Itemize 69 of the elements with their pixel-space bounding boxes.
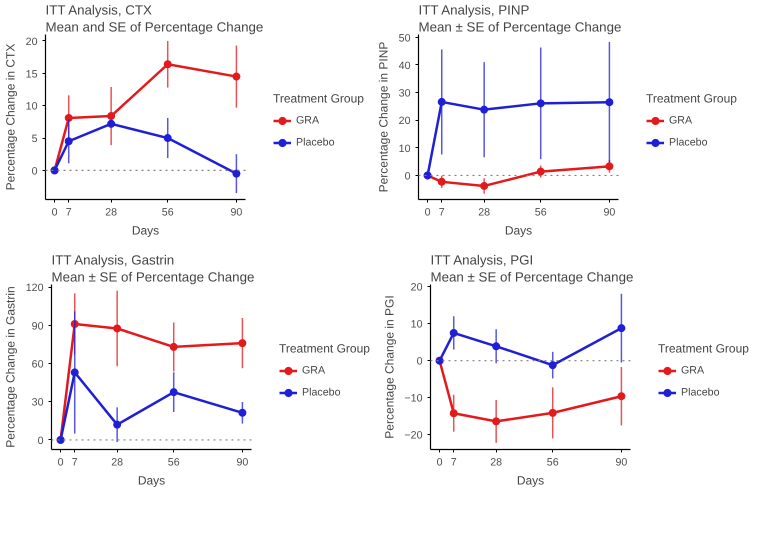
y-tick-label: 10 [410,318,423,331]
y-tick-label: 30 [32,396,44,409]
y-tick-label: 0 [38,434,44,447]
chart-title: ITT Analysis, CTX [46,2,152,18]
x-tick-label: 0 [58,456,64,468]
y-tick-label: 20 [398,115,411,128]
x-tick-label: 56 [168,456,180,468]
y-tick-label: 40 [398,60,411,72]
y-tick-label: 50 [398,32,411,44]
y-tick-label: −10 [404,392,423,405]
legend-label: GRA [302,364,326,376]
x-tick-label: 90 [236,456,248,468]
legend-title: Treatment Group [279,341,370,355]
x-axis-title: Days [516,474,544,488]
x-tick-label: 56 [534,206,547,218]
y-tick-label: 90 [32,320,44,332]
y-axis-title: Percentage Change in Gastrin [4,286,18,448]
chart-subtitle: Mean and SE of Percentage Change [46,20,264,34]
x-tick-label: 28 [105,206,118,218]
y-tick-label: −20 [404,430,423,442]
x-tick-label: 0 [436,456,443,468]
y-tick-label: 20 [26,36,38,48]
x-tick-label: 28 [490,456,502,468]
y-axis-title: Percentage Change in PINP [376,42,391,192]
y-tick-label: 20 [410,282,423,294]
chart-title: ITT Analysis, PINP [418,2,530,18]
x-axis-title: Days [504,224,532,238]
x-tick-label: 28 [478,206,490,218]
y-tick-label: 10 [398,142,411,155]
y-tick-label: 60 [32,358,44,370]
x-tick-label: 90 [603,206,616,218]
chart-subtitle: Mean ± SE of Percentage Change [52,270,254,284]
chart-subtitle: Mean ± SE of Percentage Change [430,270,634,284]
y-tick-label: 30 [398,88,411,100]
chart-title: ITT Analysis, PGI [430,252,534,268]
chart-title: ITT Analysis, Gastrin [52,252,174,268]
y-tick-label: 5 [32,133,38,146]
x-tick-label: 0 [424,206,431,218]
legend-label: Placebo [296,136,335,148]
x-tick-label: 7 [66,206,72,218]
legend-label: GRA [296,114,320,126]
x-tick-label: 0 [52,206,58,218]
legend-title: Treatment Group [273,91,364,105]
x-tick-label: 28 [111,456,124,468]
y-tick-label: 0 [416,356,423,368]
x-tick-label: 7 [450,456,457,468]
y-axis-title: Percentage Change in PGI [382,295,396,439]
legend-label: Placebo [669,136,708,148]
y-tick-label: 10 [26,100,38,113]
legend-label: Placebo [681,386,720,398]
x-axis-title: Days [138,474,166,488]
y-tick-label: 15 [26,68,38,80]
y-tick-label: 0 [32,165,38,178]
chart-subtitle: Mean ± SE of Percentage Change [418,20,622,34]
x-tick-label: 90 [615,456,628,468]
x-tick-label: 90 [230,206,242,218]
legend-label: Placebo [302,386,341,398]
x-tick-label: 7 [438,206,445,218]
legend-title: Treatment Group [658,341,749,355]
legend-label: GRA [681,364,704,376]
legend-label: GRA [669,114,692,126]
legend-title: Treatment Group [646,91,737,105]
x-tick-label: 56 [162,206,174,218]
y-tick-label: 0 [404,170,411,182]
x-tick-label: 7 [72,456,78,468]
x-axis-title: Days [132,224,160,238]
y-tick-label: 120 [26,282,44,294]
y-axis-title: Percentage Change in CTX [4,44,18,190]
x-tick-label: 56 [546,456,559,468]
